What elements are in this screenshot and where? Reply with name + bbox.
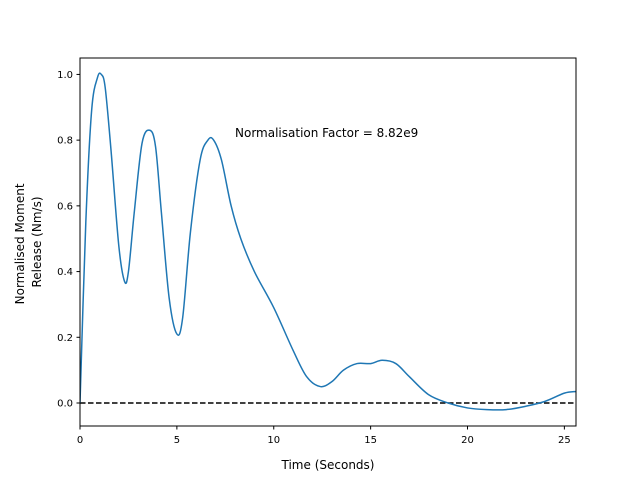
- y-tick-label: 0.4: [57, 267, 73, 278]
- series-line-0: [80, 72, 576, 411]
- plot-frame: [79, 57, 577, 427]
- x-tick-label: 10: [267, 435, 280, 446]
- y-axis-label-line-2: Release (Nm/s): [30, 196, 44, 287]
- plot-area: [80, 72, 576, 411]
- normalisation-annotation: Normalisation Factor = 8.82e9: [235, 126, 418, 140]
- x-tick-label: 5: [174, 435, 180, 446]
- x-tick-label: 15: [364, 435, 377, 446]
- y-tick-label: 0.2: [57, 333, 73, 344]
- y-tick-label: 0.8: [57, 136, 73, 147]
- x-tick-label: 25: [558, 435, 571, 446]
- y-axis-label-line-1: Normalised Moment: [13, 183, 27, 304]
- y-tick-label: 1.0: [57, 70, 73, 81]
- y-tick-label: 0.6: [57, 201, 73, 212]
- y-axis-label: Normalised Moment Release (Nm/s): [13, 180, 44, 305]
- x-tick-label: 0: [77, 435, 83, 446]
- y-tick-label: 0.0: [57, 399, 73, 410]
- x-tick-label: 20: [461, 435, 474, 446]
- axis-ticks: 0 5 10 15 20 25 0.0 0.2 0.4 0.6 0.8 1.0: [57, 70, 571, 446]
- x-axis-label: Time (Seconds): [281, 458, 375, 472]
